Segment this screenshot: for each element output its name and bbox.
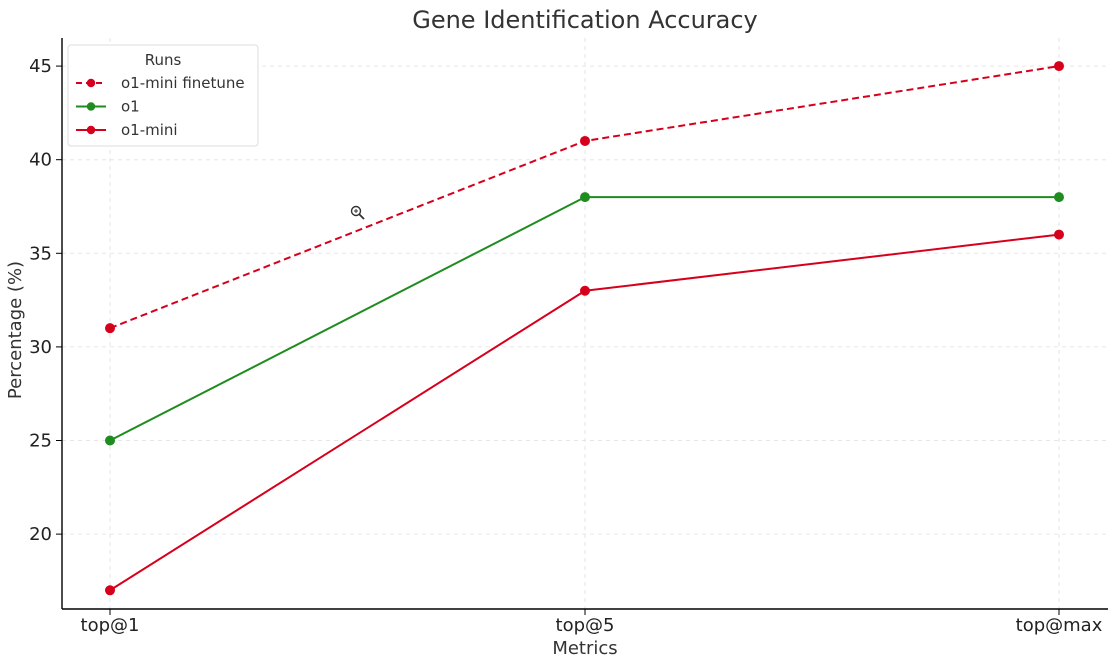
x-tick-label: top@5 bbox=[556, 615, 615, 636]
data-point bbox=[105, 323, 115, 334]
y-axis-label: Percentage (%) bbox=[5, 261, 26, 399]
x-tick-label: top@max bbox=[1016, 615, 1103, 636]
data-point bbox=[580, 285, 590, 296]
chart-title: Gene Identification Accuracy bbox=[412, 6, 758, 34]
data-point bbox=[105, 435, 115, 446]
x-axis-ticks: top@1 top@5 top@max bbox=[81, 609, 1103, 636]
data-point bbox=[1054, 229, 1064, 240]
zoom-cursor-icon bbox=[350, 205, 365, 220]
y-tick-label: 35 bbox=[29, 243, 52, 264]
data-point bbox=[1054, 61, 1064, 72]
x-axis-label: Metrics bbox=[552, 638, 617, 659]
grid bbox=[62, 38, 1108, 609]
series bbox=[105, 61, 1064, 596]
legend-marker bbox=[86, 78, 96, 88]
y-tick-label: 40 bbox=[29, 150, 52, 171]
legend: Runs o1-mini finetune o1 o1-mini bbox=[67, 44, 259, 147]
legend-items: o1-mini finetune o1 o1-mini bbox=[76, 74, 245, 139]
legend-label: o1-mini bbox=[121, 121, 178, 139]
legend-frame bbox=[67, 44, 259, 147]
x-tick-label: top@1 bbox=[81, 615, 140, 636]
legend-marker bbox=[86, 102, 96, 111]
y-tick-label: 25 bbox=[29, 431, 52, 452]
data-point bbox=[580, 135, 590, 146]
legend-label: o1-mini finetune bbox=[121, 74, 245, 92]
y-tick-label: 45 bbox=[29, 56, 52, 77]
data-point bbox=[1054, 192, 1064, 203]
y-axis-ticks: 20 25 30 35 40 45 bbox=[29, 56, 62, 545]
data-point bbox=[105, 585, 115, 596]
legend-label: o1 bbox=[121, 98, 140, 116]
legend-marker bbox=[86, 125, 96, 135]
data-point bbox=[580, 192, 590, 203]
y-tick-label: 30 bbox=[29, 337, 52, 358]
y-tick-label: 20 bbox=[29, 524, 52, 545]
legend-title: Runs bbox=[145, 51, 182, 69]
